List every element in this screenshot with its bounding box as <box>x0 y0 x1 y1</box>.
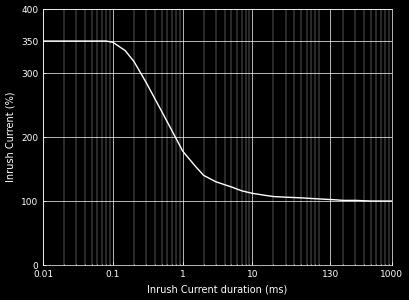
Y-axis label: Inrush Current (%): Inrush Current (%) <box>6 92 16 182</box>
X-axis label: Inrush Current duration (ms): Inrush Current duration (ms) <box>148 284 288 294</box>
